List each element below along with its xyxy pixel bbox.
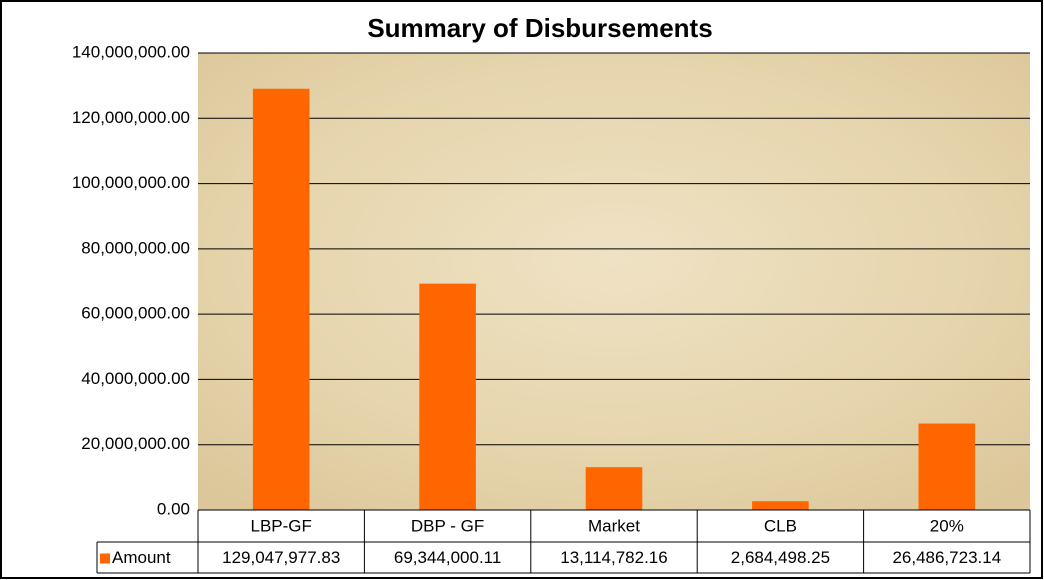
data-table-value: 2,684,498.25 xyxy=(731,548,830,567)
y-tick-label: 60,000,000.00 xyxy=(81,304,190,323)
bar xyxy=(918,423,976,510)
x-tick-label: DBP - GF xyxy=(411,516,484,535)
data-table-value: 69,344,000.11 xyxy=(394,548,501,567)
legend-swatch xyxy=(100,553,110,564)
y-tick-label: 100,000,000.00 xyxy=(72,173,190,192)
x-tick-label: LBP-GF xyxy=(250,516,311,535)
plot-area xyxy=(198,53,1030,510)
bar xyxy=(752,501,809,510)
x-tick-label: CLB xyxy=(764,516,797,535)
y-tick-label: 0.00 xyxy=(157,499,190,518)
chart-title: Summary of Disbursements xyxy=(367,13,712,43)
data-table-value: 129,047,977.83 xyxy=(222,548,340,567)
data-table-value: 26,486,723.14 xyxy=(892,548,1001,567)
x-tick-label: Market xyxy=(588,516,640,535)
bar xyxy=(252,88,310,511)
x-tick-label: 20% xyxy=(930,516,964,535)
y-tick-label: 120,000,000.00 xyxy=(72,108,190,127)
y-tick-label: 20,000,000.00 xyxy=(81,434,190,453)
data-table-value: 13,114,782.16 xyxy=(560,548,667,567)
bar xyxy=(419,283,476,510)
bar xyxy=(585,467,643,510)
y-tick-label: 80,000,000.00 xyxy=(81,238,190,257)
legend-label: Amount xyxy=(112,548,171,567)
y-tick-label: 140,000,000.00 xyxy=(72,42,190,61)
y-tick-label: 40,000,000.00 xyxy=(81,369,190,388)
